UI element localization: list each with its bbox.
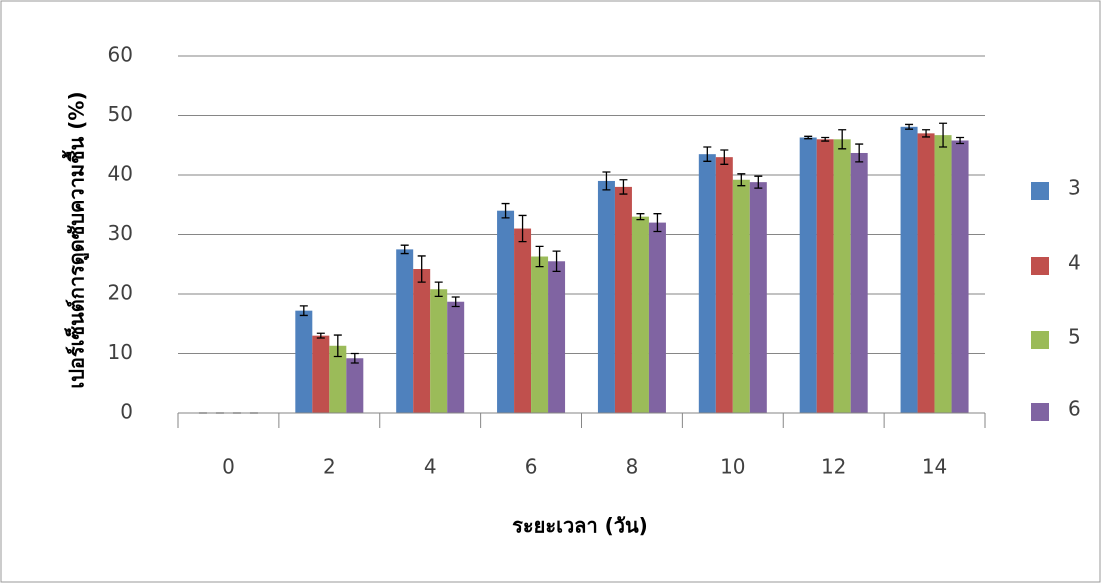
y-axis-title: เปอร์เซ็นต์การดูดซับความชื้น (%) — [62, 91, 91, 388]
error-bar — [299, 305, 308, 317]
legend-label: 6 — [1068, 397, 1081, 421]
error-bar — [602, 171, 611, 191]
legend-swatch — [1031, 182, 1049, 200]
x-tick-label: 10 — [720, 455, 745, 479]
x-tick-label: 2 — [323, 455, 336, 479]
bar — [951, 140, 969, 414]
bar — [497, 210, 515, 413]
error-bar — [653, 213, 662, 233]
bar — [900, 126, 918, 414]
bar — [312, 335, 330, 413]
legend-label: 3 — [1068, 176, 1081, 200]
x-tick-label: 14 — [922, 455, 947, 479]
bar — [631, 216, 649, 413]
bar — [648, 222, 666, 413]
bar — [715, 157, 733, 413]
error-bar — [922, 129, 931, 138]
x-tick-label: 6 — [525, 455, 538, 479]
error-bar — [535, 245, 544, 268]
error-bar — [434, 281, 443, 298]
error-bar — [855, 143, 864, 163]
error-bar — [350, 352, 359, 364]
bar — [833, 139, 851, 414]
y-tick-label: 0 — [120, 400, 133, 424]
error-bar — [451, 296, 460, 308]
error-bar — [737, 173, 746, 187]
bar — [329, 345, 347, 413]
x-tick-label: 12 — [821, 455, 846, 479]
error-bar — [518, 214, 527, 243]
error-bar — [804, 135, 813, 140]
error-bar — [333, 334, 342, 358]
y-tick-label: 20 — [108, 281, 133, 305]
legend-label: 4 — [1068, 251, 1081, 275]
bar — [447, 301, 465, 413]
error-bar — [754, 175, 763, 189]
legend-swatch — [1031, 403, 1049, 421]
error-bar — [316, 332, 325, 339]
error-bar — [838, 129, 847, 150]
bar — [614, 186, 632, 413]
x-tick-label: 0 — [222, 455, 235, 479]
error-bar — [417, 255, 426, 283]
bar — [732, 179, 750, 413]
error-bar — [636, 213, 645, 221]
bar — [295, 310, 313, 413]
x-tick-label: 4 — [424, 455, 437, 479]
bar — [917, 133, 935, 413]
bar — [430, 289, 448, 413]
bar — [531, 256, 549, 413]
bar — [413, 269, 431, 413]
error-bar — [501, 202, 510, 219]
error-bar — [400, 244, 409, 255]
y-tick-label: 10 — [108, 340, 133, 364]
bar — [514, 228, 532, 413]
error-bar — [552, 250, 561, 273]
y-tick-label: 30 — [108, 221, 133, 245]
error-bar — [939, 122, 948, 148]
legend-swatch — [1031, 331, 1049, 349]
bar — [548, 261, 566, 413]
y-tick-label: 40 — [108, 162, 133, 186]
y-tick-label: 50 — [108, 102, 133, 126]
error-bar — [905, 123, 914, 130]
bar — [698, 154, 716, 414]
bar — [850, 152, 868, 414]
bar — [597, 180, 615, 413]
bar — [346, 358, 364, 413]
bar — [934, 135, 952, 413]
bar — [749, 182, 767, 413]
bar — [799, 137, 817, 413]
x-tick-label: 8 — [626, 455, 639, 479]
error-bar — [821, 136, 830, 142]
bar — [396, 249, 414, 413]
bar — [816, 139, 834, 414]
error-bar — [956, 136, 965, 145]
error-bar — [619, 179, 628, 195]
legend-label: 5 — [1068, 325, 1081, 349]
x-axis-title: ระยะเวลา (วัน) — [512, 514, 648, 538]
legend-swatch — [1031, 257, 1049, 275]
error-bar — [703, 146, 712, 162]
y-tick-label: 60 — [108, 43, 133, 67]
error-bar — [720, 149, 729, 165]
